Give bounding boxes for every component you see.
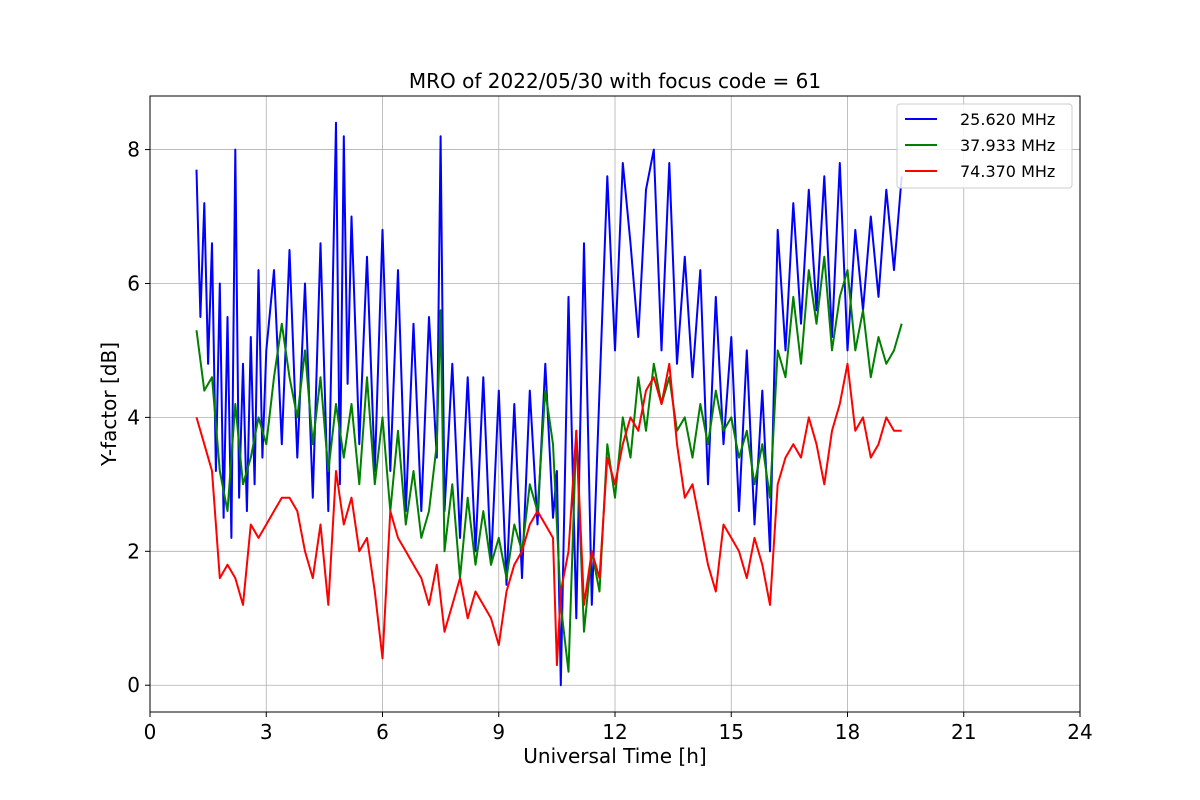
x-tick-label: 18: [835, 720, 860, 744]
x-tick-label: 15: [719, 720, 744, 744]
series-line-2: [195, 255, 903, 673]
x-tick-label: 6: [376, 720, 389, 744]
series-layer: [195, 121, 903, 687]
legend-label: 25.620 MHz: [960, 110, 1055, 129]
y-tick-label: 6: [127, 271, 140, 295]
chart-title: MRO of 2022/05/30 with focus code = 61: [409, 69, 821, 93]
series-line-3: [195, 362, 902, 667]
legend-label: 74.370 MHz: [960, 162, 1055, 181]
y-tick-label: 2: [127, 539, 140, 563]
x-axis-label: Universal Time [h]: [523, 744, 706, 768]
series-line-1: [195, 121, 903, 687]
legend-box: [896, 103, 1073, 189]
y-tick-label: 8: [127, 138, 140, 162]
legend: 25.620 MHz 37.933 MHz 74.370 MHz: [896, 103, 1073, 189]
legend-label: 37.933 MHz: [960, 136, 1055, 155]
x-tick-label: 3: [260, 720, 273, 744]
x-tick-label: 21: [951, 720, 976, 744]
y-axis-label: Y-factor [dB]: [97, 342, 121, 467]
y-tick-label: 4: [127, 405, 140, 429]
x-tick-label: 24: [1067, 720, 1092, 744]
x-tick-label: 9: [492, 720, 505, 744]
y-tick-label: 0: [127, 673, 140, 697]
x-tick-label: 0: [144, 720, 157, 744]
x-tick-label: 12: [602, 720, 627, 744]
